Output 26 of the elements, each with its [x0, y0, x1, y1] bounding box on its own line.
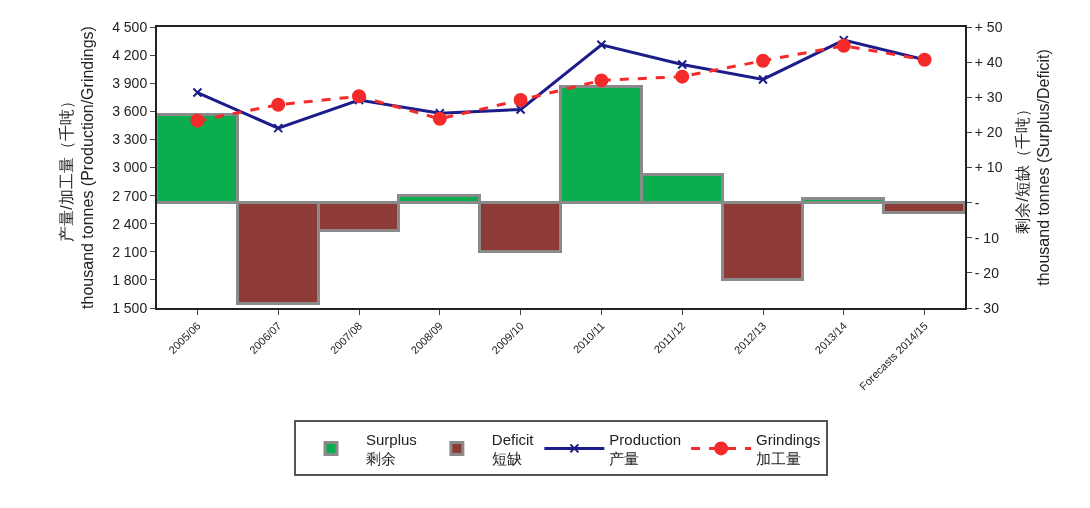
y2-tick-label: + 30	[974, 89, 1003, 106]
y2-tick-label: + 40	[974, 54, 1003, 71]
legend-label: Deficit 短缺	[491, 430, 535, 467]
y-tick-label: 1 500	[112, 299, 148, 316]
legend-label: Grindings 加工量	[756, 430, 821, 467]
y-tick-label: 2 100	[112, 243, 148, 260]
y-tick-label: 4 500	[112, 18, 148, 35]
y-tick-label: 3 600	[112, 103, 148, 120]
y2-tick-label: -	[974, 194, 980, 211]
y-tick-label: 3 000	[112, 159, 148, 176]
y2-tick-label: + 50	[974, 18, 1003, 35]
y2-tick-label: - 30	[974, 299, 1000, 316]
y-tick-label: 4 200	[112, 47, 148, 63]
y-tick-label: 1 800	[112, 271, 148, 288]
y-tick-label: 2 400	[112, 215, 148, 232]
y2-tick-label: + 20	[974, 124, 1003, 141]
legend-label: Surplus 剩余	[366, 430, 417, 467]
y2-tick-label: + 10	[974, 159, 1003, 176]
y-tick-label: 3 900	[112, 75, 148, 92]
y-tick-label: 2 700	[112, 187, 148, 204]
y-tick-label: 3 300	[112, 131, 148, 148]
y-axis-title: 产量/加工量（千吨） thousand tonnes (Production/Grindings)	[57, 26, 96, 309]
y2-axis-title: 剩余/短缺（千吨） thousand tonnes (Surplus/Deficit)	[1013, 49, 1052, 286]
legend-label: Production 产量	[609, 430, 682, 467]
y2-tick-label: - 10	[974, 229, 1000, 246]
y2-tick-label: - 20	[974, 264, 1000, 281]
